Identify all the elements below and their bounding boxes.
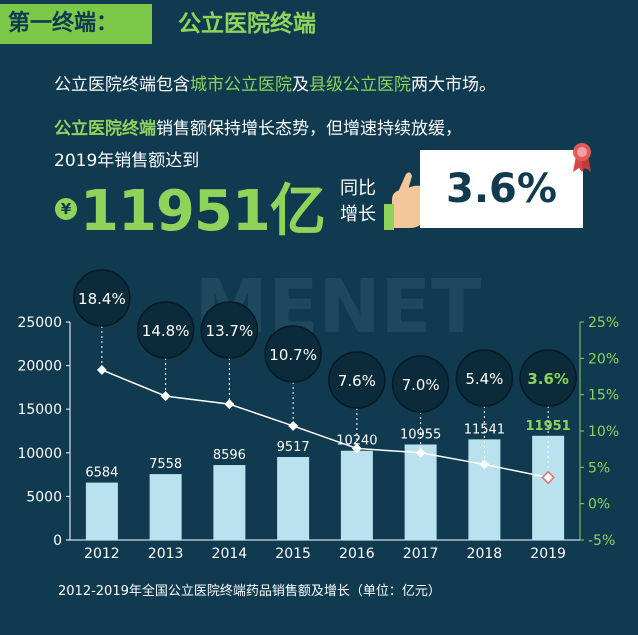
right-tick-label: 25% [588,315,619,331]
sales-value-label: 7558 [149,457,182,472]
chart-caption: 2012-2019年全国公立医院终端药品销售额及增长（单位：亿元） [58,584,441,599]
growth-bubble [136,301,195,359]
sales-value-label: 9517 [277,440,310,455]
yoy-label: 同比增长 [340,178,376,225]
intro-text: 及 [292,75,309,95]
yen-icon: ¥ [55,198,77,220]
sales-bar [532,435,565,540]
yoy-value: 3.6% [446,166,557,212]
growth-label: 13.7% [206,322,254,340]
intro-highlight-terminal: 公立医院终端 [54,119,156,139]
growth-point [160,391,171,402]
sales-value-label: 6584 [85,466,118,481]
intro-line-3: 2019年销售额达到 [54,151,200,171]
growth-bubble [455,349,514,407]
sales-value-label: 11541 [464,422,505,437]
intro-text: 销售额保持增长态势，但增速持续放缓， [156,119,462,139]
left-tick-label: 25000 [17,315,62,331]
x-tick-label: 2016 [339,546,375,562]
left-tick-label: 5000 [26,489,62,505]
x-tick-label: 2012 [84,546,120,562]
x-tick-label: 2017 [403,546,439,562]
growth-bubble [264,325,322,383]
growth-bubble [73,269,131,327]
sales-bar [404,444,437,540]
right-tick-label: 0% [588,497,610,513]
sales-bar [213,465,246,540]
section-title: 公立医院终端 [178,11,316,37]
right-tick-label: -5% [588,533,615,549]
x-tick-label: 2015 [275,546,311,562]
right-tick-label: 5% [588,460,610,476]
growth-bubble [519,349,577,407]
growth-label: 10.7% [269,346,317,364]
x-tick-label: 2014 [212,546,248,562]
intro-line-1: 公立医院终端包含城市公立医院及县级公立医院两大市场。 [54,70,496,95]
intro-text: 公立医院终端包含 [54,75,190,95]
award-ribbon-icon [573,143,591,172]
left-tick-label: 0 [53,533,62,549]
x-tick-label: 2018 [467,546,503,562]
growth-bubble [328,351,386,409]
growth-point [541,470,555,485]
intro-highlight-county: 县级公立医院 [309,75,411,95]
growth-point [415,447,426,458]
growth-point [288,420,299,431]
right-tick-label: 10% [588,424,619,440]
left-tick-label: 20000 [17,359,62,375]
growth-label: 3.6% [527,370,569,388]
sales-value-label: 10955 [400,427,441,442]
growth-bubble [200,301,259,359]
sales-value-label: 8596 [213,448,246,463]
growth-label: 5.4% [465,370,503,388]
growth-label: 14.8% [142,322,190,340]
yoy-card: 3.6% [420,150,583,228]
sales-bar [468,439,501,540]
right-tick-label: 15% [588,388,619,404]
x-tick-label: 2013 [148,546,184,562]
intro-text: 两大市场。 [411,75,496,95]
sales-growth-chart: MENET 0500010000150002000025000-5%0%5%10… [17,264,619,562]
x-tick-label: 2019 [530,546,566,562]
sales-bar [85,482,118,540]
intro-highlight-city: 城市公立医院 [190,75,292,95]
sales-bar [340,450,373,540]
left-tick-label: 10000 [17,446,62,462]
growth-label: 7.0% [402,376,440,394]
right-tick-label: 20% [588,351,619,367]
sales-bar [277,457,310,540]
section-tag: 第一终端： [0,4,152,44]
left-tick-label: 15000 [17,402,62,418]
growth-bubble [391,355,450,413]
growth-point [96,365,107,375]
intro-line-2: 公立医院终端销售额保持增长态势，但增速持续放缓， [54,114,462,139]
hand-icon [384,172,424,230]
headline-sales-value: 11951亿 [80,179,326,244]
growth-line [101,369,549,479]
growth-label: 7.6% [338,372,376,390]
sales-bar [149,474,182,540]
growth-point [224,399,235,410]
growth-label: 18.4% [78,290,126,308]
